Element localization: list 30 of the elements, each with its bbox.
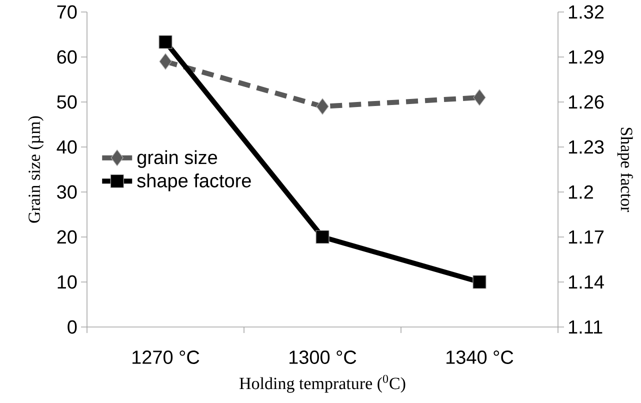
- x-tick-label: 1270 °C: [132, 350, 200, 364]
- x-tick-label: 1300 °C: [290, 350, 356, 364]
- y-axis-title: Grain size (µm): [28, 116, 44, 223]
- y2-tick-label: 1.26: [568, 95, 604, 109]
- y2-tick-label: 1.2: [568, 185, 593, 199]
- y-tick-label: 10: [58, 275, 77, 289]
- x-axis-title: Holding temprature ($^{0}$C): [240, 374, 406, 393]
- y2-tick-label: 1.17: [568, 230, 604, 244]
- point: [158, 35, 172, 49]
- point: [473, 89, 486, 106]
- y-tick-label: 40: [56, 140, 77, 154]
- y-tick-label: 60: [57, 50, 77, 64]
- y2-tick-label: 1.14: [568, 275, 604, 289]
- y-tick-label: 30: [57, 185, 77, 199]
- point: [316, 98, 329, 115]
- y2-tick-label: 1.23: [568, 140, 604, 154]
- x-tick-label: 1340 °C: [446, 350, 514, 364]
- point: [159, 53, 172, 70]
- y2-tick-label: 1.32: [568, 5, 604, 19]
- y2-tick-label: 1.29: [568, 50, 604, 64]
- y-tick-label: 0: [68, 320, 77, 334]
- point: [316, 230, 330, 244]
- legend-label: shape factore: [137, 173, 251, 192]
- y2-tick-label: 1.11: [568, 320, 602, 334]
- y-tick-label: 70: [57, 5, 77, 19]
- y2-axis-title: Shape factor: [617, 128, 633, 212]
- y-tick-label: 50: [57, 95, 77, 109]
- legend-label: grain size: [137, 150, 218, 168]
- point: [472, 275, 486, 289]
- y-tick-label: 20: [57, 230, 77, 244]
